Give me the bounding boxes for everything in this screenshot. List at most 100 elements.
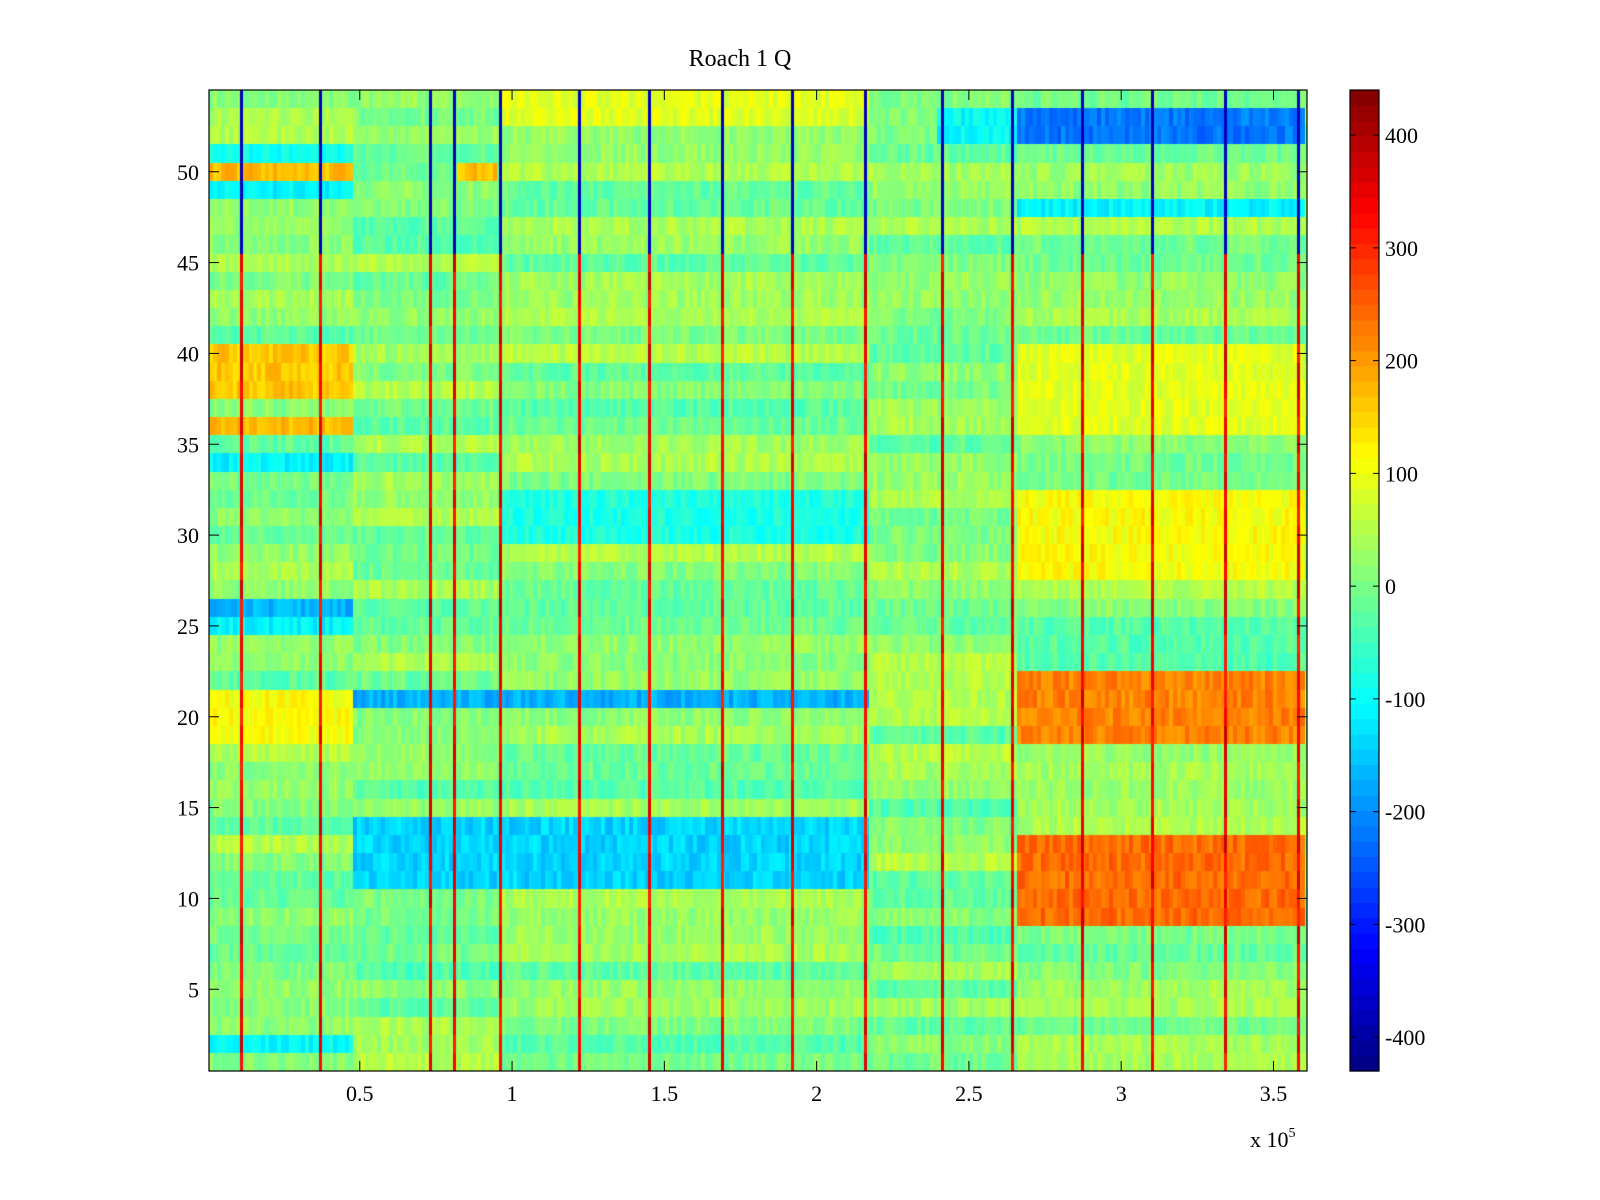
heatmap-plot-area <box>209 90 1307 1071</box>
colorbar-band <box>1350 1009 1379 1026</box>
colorbar-band <box>1350 381 1379 398</box>
colorbar-band <box>1350 335 1379 352</box>
x-tick-label: 2 <box>811 1081 822 1106</box>
colorbar-band <box>1350 948 1379 965</box>
colorbar-band <box>1350 779 1379 796</box>
y-tick-label: 40 <box>177 341 199 366</box>
colorbar-band <box>1350 565 1379 582</box>
colorbar-band <box>1350 427 1379 444</box>
colorbar-band <box>1350 457 1379 474</box>
colorbar-band <box>1350 227 1379 244</box>
colorbar-band <box>1350 703 1379 720</box>
colorbar-band <box>1350 871 1379 888</box>
colorbar-band <box>1350 825 1379 842</box>
y-tick-label: 30 <box>177 523 199 548</box>
plot-axes-frame <box>208 89 1308 1072</box>
colorbar-band <box>1350 1040 1379 1057</box>
y-tick-label: 35 <box>177 432 199 457</box>
colorbar-axis: 400 300 200 100 0 -100 -200 -300 -400 <box>1350 123 1425 1050</box>
y-tick-label: 10 <box>177 886 199 911</box>
colorbar-band <box>1350 289 1379 306</box>
x-tick-label: 0.5 <box>346 1081 374 1106</box>
x-axis-multiplier-exponent: 5 <box>1289 1126 1296 1141</box>
colorbar-band <box>1350 473 1379 490</box>
colorbar-tick-label: -200 <box>1385 800 1425 825</box>
y-tick-label: 5 <box>188 977 199 1002</box>
colorbar-tick-label: -400 <box>1385 1025 1425 1050</box>
colorbar-band <box>1350 841 1379 858</box>
colorbar-band <box>1350 626 1379 643</box>
y-axis: 5 10 15 20 25 30 35 40 45 50 <box>177 160 1307 1002</box>
colorbar-band <box>1350 105 1379 122</box>
colorbar-band <box>1350 657 1379 674</box>
colorbar-band <box>1350 503 1379 520</box>
colorbar-band <box>1350 304 1379 321</box>
colorbar-band <box>1350 411 1379 428</box>
colorbar-band <box>1350 197 1379 214</box>
colorbar-band <box>1350 810 1379 827</box>
x-tick-label: 1 <box>507 1081 518 1106</box>
colorbar-tick-label: 100 <box>1385 461 1418 486</box>
colorbar-tick-label: 200 <box>1385 349 1418 374</box>
colorbar-band <box>1350 243 1379 260</box>
colorbar-band <box>1350 580 1379 597</box>
colorbar-band <box>1350 887 1379 903</box>
colorbar-band <box>1350 166 1379 183</box>
x-tick-label: 1.5 <box>651 1081 679 1106</box>
y-tick-label: 45 <box>177 251 199 276</box>
x-tick-label: 3.5 <box>1260 1081 1288 1106</box>
colorbar-band <box>1350 795 1379 812</box>
colorbar-band <box>1350 519 1379 536</box>
colorbar-band <box>1350 902 1379 919</box>
colorbar-band <box>1350 933 1379 949</box>
colorbar-band <box>1350 151 1379 168</box>
colorbar-band <box>1350 258 1379 275</box>
y-tick-label: 20 <box>177 705 199 730</box>
colorbar-band <box>1350 687 1379 704</box>
colorbar-band <box>1350 442 1379 459</box>
colorbar-tick-label: 300 <box>1385 236 1418 261</box>
colorbar-band <box>1350 549 1379 566</box>
x-tick-label: 3 <box>1116 1081 1127 1106</box>
x-tick-label: 2.5 <box>955 1081 983 1106</box>
colorbar-band <box>1350 212 1379 229</box>
colorbar-band <box>1350 488 1379 505</box>
colorbar-band <box>1350 273 1379 290</box>
colorbar-band <box>1350 1055 1379 1072</box>
y-tick-label: 15 <box>177 796 199 821</box>
colorbar-band <box>1350 181 1379 198</box>
colorbar-band <box>1350 350 1379 367</box>
colorbar-band <box>1350 994 1379 1011</box>
colorbar-band <box>1350 135 1379 152</box>
colorbar-band <box>1350 979 1379 995</box>
colorbar-band <box>1350 120 1379 137</box>
colorbar-band <box>1350 365 1379 382</box>
colorbar-band <box>1350 733 1379 750</box>
colorbar-band <box>1350 534 1379 551</box>
colorbar-band <box>1350 672 1379 689</box>
colorbar-band <box>1350 1025 1379 1041</box>
colorbar-band <box>1350 718 1379 735</box>
colorbar-band <box>1350 963 1379 980</box>
x-axis: 0.5 1 1.5 2 2.5 3 3.5 <box>346 90 1287 1106</box>
colorbar-band <box>1350 595 1379 612</box>
colorbar-tick-label: -300 <box>1385 912 1425 937</box>
chart-title: Roach 1 Q <box>689 46 792 72</box>
y-tick-label: 25 <box>177 614 199 639</box>
heatmap-image <box>209 90 1307 1071</box>
colorbar-frame <box>1349 89 1380 1072</box>
colorbar-band <box>1350 764 1379 781</box>
colorbar-band <box>1350 611 1379 628</box>
x-axis-multiplier: x 105 <box>1250 1126 1296 1152</box>
colorbar-band <box>1350 856 1379 873</box>
colorbar-tick-label: 400 <box>1385 123 1418 148</box>
colorbar-tick-label: 0 <box>1385 574 1396 599</box>
colorbar-band <box>1350 641 1379 658</box>
colorbar-band <box>1350 319 1379 336</box>
colorbar-band <box>1350 749 1379 766</box>
x-axis-multiplier-base: x 10 <box>1250 1127 1289 1152</box>
colorbar-band <box>1350 396 1379 413</box>
colorbar-tick-label: -100 <box>1385 687 1425 712</box>
colorbar <box>1350 90 1379 1072</box>
